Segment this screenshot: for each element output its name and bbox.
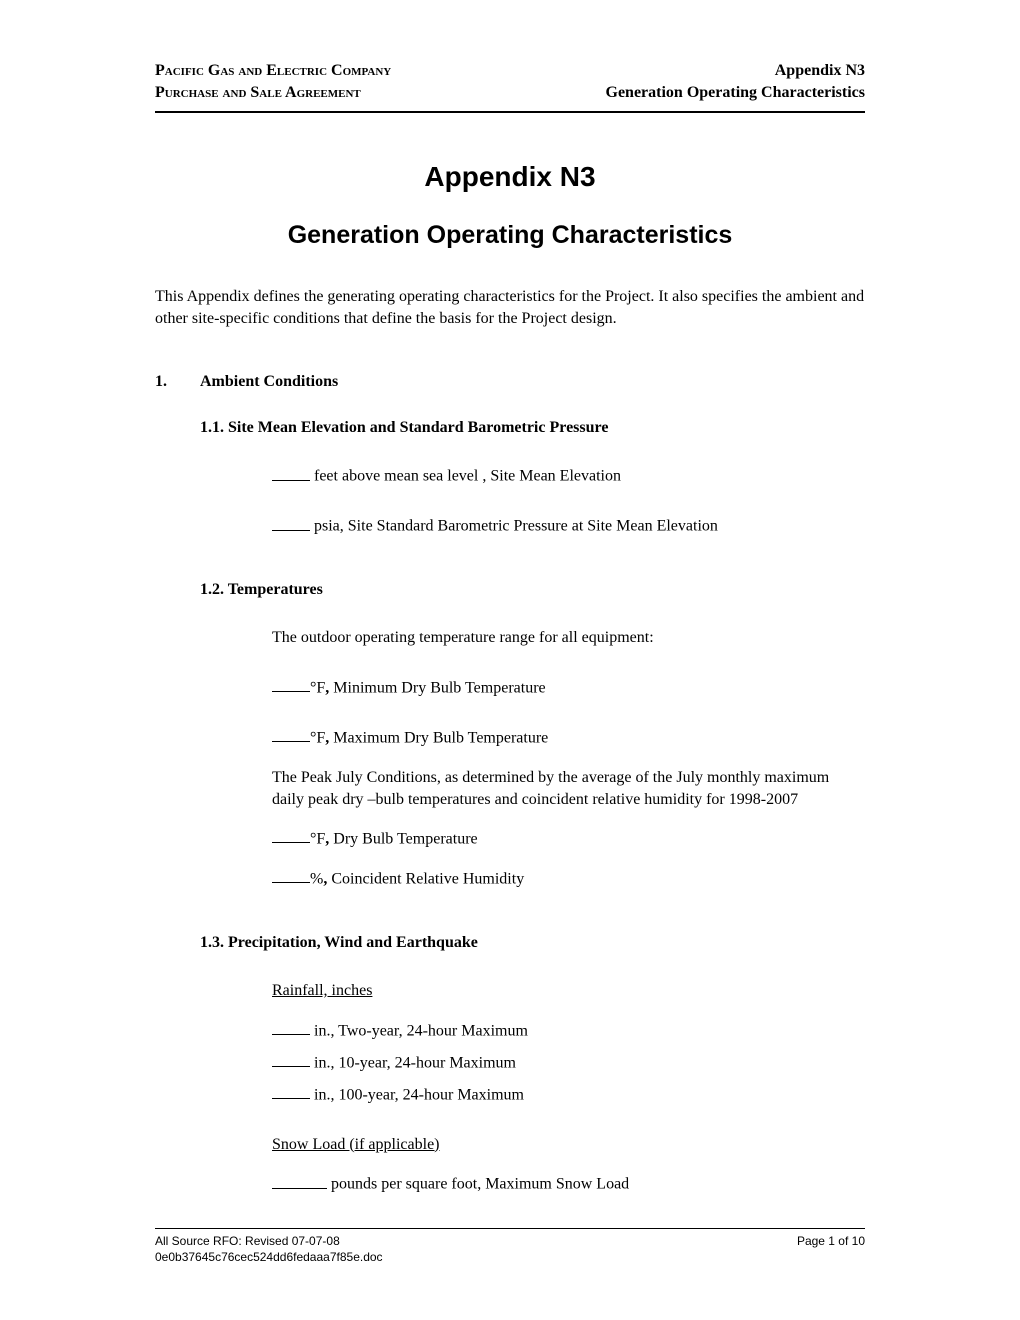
drybulb-line: °F, Dry Bulb Temperature bbox=[272, 828, 865, 850]
footer-row: All Source RFO: Revised 07-07-08 0e0b376… bbox=[155, 1233, 865, 1265]
footer-rule bbox=[155, 1228, 865, 1229]
document-page: Pacific Gas and Electric Company Purchas… bbox=[0, 0, 1020, 1320]
drybulb-unit: °F bbox=[310, 830, 325, 847]
blank-field[interactable] bbox=[272, 1052, 310, 1067]
humidity-label: Coincident Relative Humidity bbox=[327, 870, 524, 887]
snow-load-text: pounds per square foot, Maximum Snow Loa… bbox=[327, 1176, 629, 1193]
max-temp-line: °F, Maximum Dry Bulb Temperature bbox=[272, 727, 865, 749]
footer-revised: All Source RFO: Revised 07-07-08 bbox=[155, 1233, 383, 1249]
max-temp-unit: °F bbox=[310, 729, 325, 746]
footer-left: All Source RFO: Revised 07-07-08 0e0b376… bbox=[155, 1233, 383, 1265]
humidity-unit: % bbox=[310, 870, 323, 887]
snow-title-text: Snow Load (if applicable) bbox=[272, 1136, 440, 1153]
drybulb-label: Dry Bulb Temperature bbox=[329, 830, 477, 847]
max-temp-label: Maximum Dry Bulb Temperature bbox=[329, 729, 548, 746]
header-company: Pacific Gas and Electric Company bbox=[155, 60, 391, 82]
snow-load-line: pounds per square foot, Maximum Snow Loa… bbox=[272, 1173, 865, 1195]
header-right: Appendix N3 Generation Operating Charact… bbox=[606, 60, 866, 103]
rain-100yr-text: in., 100-year, 24-hour Maximum bbox=[310, 1086, 524, 1103]
temperatures-intro: The outdoor operating temperature range … bbox=[272, 627, 865, 649]
footer-filename: 0e0b37645c76cec524dd6fedaaa7f85e.doc bbox=[155, 1249, 383, 1265]
blank-field[interactable] bbox=[272, 1084, 310, 1099]
blank-field[interactable] bbox=[272, 677, 310, 692]
section-1-heading: 1. Ambient Conditions bbox=[155, 373, 865, 391]
subsection-1-1-label: 1.1. Site Mean Elevation and Standard Ba… bbox=[200, 419, 608, 436]
subsection-1-3-label: 1.3. Precipitation, Wind and Earthquake bbox=[200, 934, 478, 951]
header-agreement: Purchase and Sale Agreement bbox=[155, 82, 391, 104]
peak-july-paragraph: The Peak July Conditions, as determined … bbox=[272, 767, 865, 810]
title-block: Appendix N3 Generation Operating Charact… bbox=[155, 161, 865, 250]
appendix-subtitle: Generation Operating Characteristics bbox=[155, 221, 865, 250]
pressure-text: psia, Site Standard Barometric Pressure … bbox=[310, 518, 718, 535]
section-1-number: 1. bbox=[155, 373, 200, 391]
elevation-line: feet above mean sea level , Site Mean El… bbox=[272, 465, 865, 487]
blank-field[interactable] bbox=[272, 828, 310, 843]
rain-2yr-line: in., Two-year, 24-hour Maximum bbox=[272, 1020, 865, 1042]
rain-100yr-line: in., 100-year, 24-hour Maximum bbox=[272, 1084, 865, 1106]
rain-2yr-text: in., Two-year, 24-hour Maximum bbox=[310, 1022, 528, 1039]
snow-title: Snow Load (if applicable) bbox=[272, 1134, 865, 1156]
page-footer: All Source RFO: Revised 07-07-08 0e0b376… bbox=[155, 1228, 865, 1265]
subsection-1-2-label: 1.2. Temperatures bbox=[200, 581, 323, 598]
humidity-line: %, Coincident Relative Humidity bbox=[272, 868, 865, 890]
subsection-1-1-heading: 1.1. Site Mean Elevation and Standard Ba… bbox=[200, 419, 865, 437]
min-temp-label: Minimum Dry Bulb Temperature bbox=[329, 679, 545, 696]
header-left: Pacific Gas and Electric Company Purchas… bbox=[155, 60, 391, 103]
page-header: Pacific Gas and Electric Company Purchas… bbox=[155, 60, 865, 103]
rainfall-title-text: Rainfall, inches bbox=[272, 982, 372, 999]
blank-field[interactable] bbox=[272, 1020, 310, 1035]
footer-page-number: Page 1 of 10 bbox=[797, 1233, 865, 1265]
blank-field[interactable] bbox=[272, 727, 310, 742]
subsection-1-3-heading: 1.3. Precipitation, Wind and Earthquake bbox=[200, 934, 865, 952]
header-rule bbox=[155, 111, 865, 113]
subsection-1-2-heading: 1.2. Temperatures bbox=[200, 581, 865, 599]
rain-10yr-line: in., 10-year, 24-hour Maximum bbox=[272, 1052, 865, 1074]
blank-field[interactable] bbox=[272, 868, 310, 883]
blank-field[interactable] bbox=[272, 1173, 327, 1188]
section-1-title: Ambient Conditions bbox=[200, 373, 338, 391]
header-appendix: Appendix N3 bbox=[606, 60, 866, 82]
pressure-line: psia, Site Standard Barometric Pressure … bbox=[272, 515, 865, 537]
rain-10yr-text: in., 10-year, 24-hour Maximum bbox=[310, 1054, 516, 1071]
blank-field[interactable] bbox=[272, 465, 310, 480]
min-temp-unit: °F bbox=[310, 679, 325, 696]
min-temp-line: °F, Minimum Dry Bulb Temperature bbox=[272, 677, 865, 699]
header-doc-title: Generation Operating Characteristics bbox=[606, 82, 866, 104]
appendix-title: Appendix N3 bbox=[155, 161, 865, 193]
rainfall-title: Rainfall, inches bbox=[272, 980, 865, 1002]
blank-field[interactable] bbox=[272, 515, 310, 530]
intro-paragraph: This Appendix defines the generating ope… bbox=[155, 286, 865, 329]
elevation-text: feet above mean sea level , Site Mean El… bbox=[310, 468, 621, 485]
